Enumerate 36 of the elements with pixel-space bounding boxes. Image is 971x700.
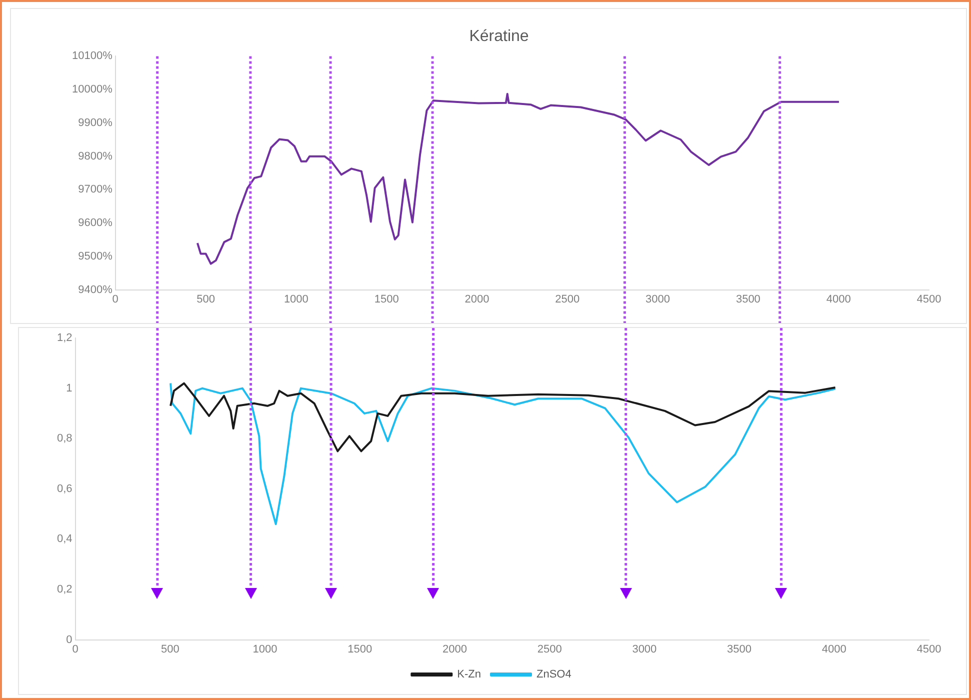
y-tick-label: 0,2 [56,584,72,596]
x-tick-label: 1000 [252,643,278,656]
x-tick-label: 4000 [826,293,851,306]
chart-title: Kératine [469,28,529,46]
y-tick-label: 0,8 [56,432,72,445]
y-tick-label: 9400% [78,284,113,296]
y-tick-label: 0,6 [56,482,72,495]
x-tick-label: 2000 [464,293,490,306]
y-tick-label: 9800% [78,150,113,162]
y-tick-label: 9600% [78,217,113,230]
y-tick-label: 9500% [78,250,113,262]
x-tick-label: 1500 [374,293,399,306]
legend-label: K-Zn [457,668,481,681]
y-tick-label: 9700% [78,184,113,196]
y-tick-label: 10100% [72,50,113,62]
x-tick-label: 1000 [284,293,308,306]
y-tick-label: 9900% [78,116,113,129]
y-tick-label: 1 [66,382,72,394]
y-tick-label: 0 [66,634,72,646]
x-tick-label: 500 [196,293,215,306]
x-tick-label: 2500 [555,293,580,306]
x-tick-label: 4000 [822,643,846,656]
x-tick-label: 3000 [646,293,670,306]
x-tick-label: 3500 [727,643,752,656]
x-tick-label: 500 [160,643,180,656]
x-tick-label: 3000 [632,643,657,656]
x-tick-label: 2500 [537,643,562,656]
y-tick-label: 1,2 [56,332,72,344]
x-tick-label: 2000 [442,643,467,656]
y-tick-label: 10000% [72,84,113,96]
legend-label: ZnSO4 [536,668,572,681]
x-tick-label: 4500 [916,643,942,656]
x-tick-label: 1500 [348,643,372,656]
x-tick-label: 3500 [736,293,760,306]
x-tick-label: 4500 [916,293,942,306]
y-tick-label: 0,4 [56,533,72,546]
